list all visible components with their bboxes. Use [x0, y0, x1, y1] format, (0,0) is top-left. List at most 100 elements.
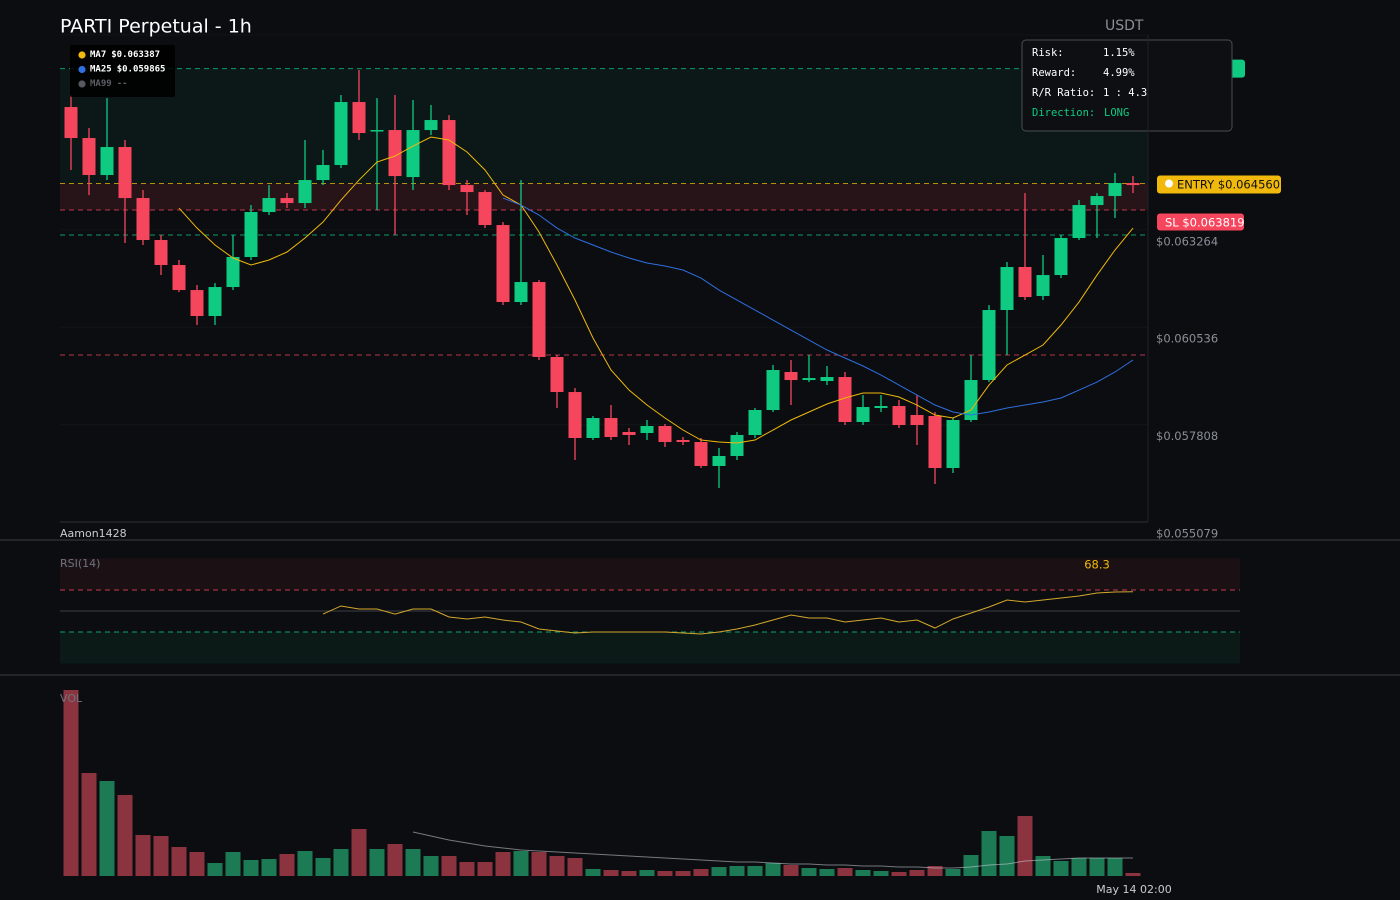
- candle-body: [478, 192, 492, 226]
- volume-bar: [513, 851, 529, 876]
- volume-bar: [1125, 873, 1141, 876]
- volume-bar: [765, 863, 781, 876]
- candle-body: [712, 455, 726, 466]
- candle-body: [946, 420, 960, 468]
- legend-value: $0.059865: [117, 64, 166, 74]
- volume-bar: [369, 849, 385, 876]
- volume-bar: [801, 868, 817, 876]
- candle-body: [136, 198, 150, 241]
- candle-body: [1072, 205, 1086, 239]
- volume-bar: [477, 862, 493, 876]
- volume-bar: [747, 866, 763, 876]
- candle-body: [1036, 275, 1050, 297]
- candle-body: [856, 407, 870, 423]
- volume-bar: [783, 865, 799, 876]
- candle-body: [442, 120, 456, 186]
- candle-body: [154, 240, 168, 266]
- candle-body: [658, 426, 672, 442]
- tooltip-value: 1 : 4.3: [1103, 87, 1147, 99]
- overbought-zone: [60, 558, 1240, 590]
- author: Aamon1428: [60, 527, 127, 540]
- candle-body: [928, 416, 942, 468]
- overlays: $0.055079 $0.057808 $0.060536 $0.063264 $0.0…: [70, 39, 1281, 572]
- volume-bar: [639, 870, 655, 876]
- volume-bar: [297, 851, 313, 876]
- legend-dot: [78, 80, 86, 88]
- volume-bar: [1035, 856, 1051, 876]
- rsi-value: 68.3: [1084, 558, 1110, 572]
- volume-bar: [405, 849, 421, 876]
- volume-bar: [909, 870, 925, 876]
- entry-tag: [1157, 175, 1281, 194]
- candle-body: [892, 406, 906, 426]
- candle-body: [208, 287, 222, 317]
- candle-body: [982, 310, 996, 381]
- volume-bar: [981, 831, 997, 876]
- stop-label: SL $0.063819: [1165, 215, 1245, 229]
- candle-body: [622, 432, 636, 436]
- target-zone: [60, 68, 1148, 184]
- candle-body: [244, 212, 258, 258]
- candle-body: [640, 426, 654, 434]
- volume-bar: [729, 866, 745, 876]
- stop-tag: [1157, 213, 1244, 231]
- candle-body: [604, 418, 618, 438]
- tooltip-value: 4.99%: [1103, 67, 1135, 79]
- x-tick-label: May 14 02:00: [1096, 883, 1171, 896]
- candle-body: [262, 198, 276, 213]
- volume-bar: [189, 852, 205, 876]
- volume-bar: [999, 836, 1015, 876]
- candle-body: [568, 392, 582, 439]
- legend-entry: MA25 $0.059865: [90, 64, 165, 74]
- volume-bar: [837, 868, 853, 876]
- candle-body: [550, 357, 564, 393]
- y-tick-label: $0.057808: [1156, 429, 1218, 443]
- legend-box: [70, 45, 175, 97]
- entry-dot: [1165, 179, 1173, 188]
- legend-name: MA25: [90, 64, 112, 74]
- volume-bar: [441, 856, 457, 876]
- volume-bar: [99, 781, 115, 876]
- candle-body: [766, 369, 780, 411]
- candle-body: [316, 165, 330, 181]
- candle-body: [334, 102, 348, 166]
- candle-body: [298, 180, 312, 204]
- candle-body: [730, 435, 744, 456]
- tooltip-value: 1.15%: [1103, 47, 1135, 59]
- volume-bar: [459, 862, 475, 876]
- stop-zone: [60, 183, 1148, 210]
- volume-bar: [1017, 816, 1033, 876]
- marks: [60, 68, 1240, 876]
- tooltip-label: Reward:: [1032, 67, 1076, 79]
- ma-line: [502, 197, 1134, 416]
- rsi-title: RSI(14): [60, 557, 100, 570]
- volume-bar: [423, 856, 439, 876]
- volume-bar: [621, 871, 637, 876]
- chart-title: PARTI Perpetual - 1h: [60, 16, 252, 38]
- tooltip-value: LONG: [1104, 107, 1129, 119]
- candle-body: [514, 282, 528, 303]
- tooltip-box: [1021, 39, 1233, 132]
- candle-body: [280, 198, 294, 204]
- volume-bar: [153, 836, 169, 876]
- candle-body: [532, 282, 546, 358]
- candle-body: [838, 377, 852, 423]
- legend-entry: MA7 $0.063387: [90, 50, 160, 60]
- candle-body: [424, 120, 438, 131]
- volume-bar: [279, 854, 295, 876]
- legend-value: $0.063387: [111, 50, 160, 60]
- entry-label: ENTRY $0.064560: [1177, 178, 1280, 192]
- legend-dot: [78, 65, 86, 74]
- tooltip-label: R/R Ratio:: [1032, 87, 1095, 99]
- candle-body: [1108, 183, 1122, 197]
- volume-bar: [675, 871, 691, 876]
- candle-body: [910, 415, 924, 426]
- volume-bar: [1107, 858, 1123, 876]
- volume-bar: [1071, 858, 1087, 876]
- candle-body: [64, 107, 78, 139]
- volume-bar: [657, 871, 673, 876]
- oversold-zone: [60, 632, 1240, 664]
- legend-value: --: [117, 79, 128, 89]
